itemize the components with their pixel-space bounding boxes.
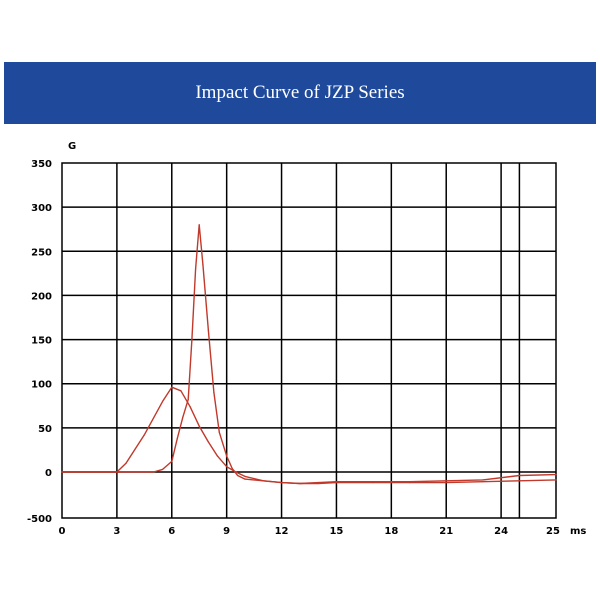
data-point-s2-18 xyxy=(262,480,264,482)
series-lines xyxy=(61,224,557,485)
data-point-s2-21 xyxy=(317,482,319,484)
data-point-s1-11 xyxy=(226,466,228,468)
data-point-s1-7 xyxy=(189,406,191,408)
data-point-s2-4 xyxy=(176,437,178,440)
x-tick-label-25: 25 xyxy=(546,526,560,537)
data-point-s1-10 xyxy=(216,455,219,457)
y-tick-label--500: -500 xyxy=(27,514,52,525)
data-point-s2-25 xyxy=(445,480,447,482)
data-point-s2-23 xyxy=(372,481,374,483)
x-tick-label-18: 18 xyxy=(384,526,398,537)
y-tick-label-350: 350 xyxy=(31,159,52,170)
data-point-s2-13 xyxy=(218,431,220,433)
data-point-s1-8 xyxy=(198,425,200,427)
series-line-2 xyxy=(62,224,557,485)
data-point-s2-17 xyxy=(244,478,246,480)
data-point-s2-5 xyxy=(182,416,184,418)
data-point-s2-3 xyxy=(171,460,173,462)
data-point-s2-20 xyxy=(299,482,301,485)
plot-frame xyxy=(61,162,557,519)
chart-title-banner: Impact Curve of JZP Series xyxy=(4,62,596,124)
data-point-s2-0 xyxy=(61,471,63,473)
x-tick-label-21: 21 xyxy=(439,526,453,537)
data-point-s1-22 xyxy=(482,481,484,483)
data-point-s2-14 xyxy=(226,455,228,457)
data-point-s1-2 xyxy=(125,462,127,464)
x-tick-label-9: 9 xyxy=(223,526,230,537)
y-tick-label-150: 150 xyxy=(31,336,52,347)
x-axis-label: ms xyxy=(570,526,586,537)
data-point-s2-24 xyxy=(409,481,411,483)
data-point-s2-12 xyxy=(213,391,215,394)
x-tick-label-12: 12 xyxy=(275,526,289,537)
x-tick-label-6: 6 xyxy=(168,526,175,537)
data-point-s1-3 xyxy=(143,434,145,436)
data-point-s2-7 xyxy=(191,339,193,341)
data-point-s2-2 xyxy=(162,468,164,470)
grid xyxy=(61,162,557,519)
data-point-s2-28 xyxy=(555,474,557,476)
data-point-s1-6 xyxy=(180,390,182,392)
data-point-s1-13 xyxy=(244,475,246,477)
data-point-s1-24 xyxy=(555,479,557,481)
tick-labels: 0 3 6 9 12 15 18 21 24 25 -500 0 50 100 150 200 250 300 35… xyxy=(27,159,560,537)
data-point-s2-27 xyxy=(518,474,521,477)
data-point-s2-26 xyxy=(482,479,484,481)
series-line-1 xyxy=(62,386,557,485)
data-point-s1-5 xyxy=(171,386,173,388)
data-point-s2-19 xyxy=(281,482,283,484)
y-axis-label: G xyxy=(68,141,76,152)
data-point-s1-21 xyxy=(445,482,447,484)
data-point-s2-16 xyxy=(237,474,239,477)
y-tick-label-50: 50 xyxy=(38,424,52,435)
data-point-s2-22 xyxy=(335,481,337,483)
y-tick-label-200: 200 xyxy=(31,291,52,302)
data-point-s2-9 xyxy=(198,224,200,226)
x-tick-label-24: 24 xyxy=(494,526,508,537)
x-tick-label-3: 3 xyxy=(113,526,120,537)
data-point-s1-23 xyxy=(518,480,521,482)
data-point-s2-8 xyxy=(195,268,197,270)
data-point-s2-11 xyxy=(207,330,209,332)
data-point-s2-10 xyxy=(202,263,204,266)
y-tick-label-0: 0 xyxy=(45,468,52,479)
y-tick-label-250: 250 xyxy=(31,247,52,258)
data-point-s2-15 xyxy=(231,467,233,470)
y-tick-label-300: 300 xyxy=(31,203,52,214)
data-point-s1-4 xyxy=(162,400,164,402)
x-tick-label-15: 15 xyxy=(329,526,343,537)
chart-title: Impact Curve of JZP Series xyxy=(195,82,405,103)
data-point-s1-9 xyxy=(207,441,209,443)
data-point-s2-6 xyxy=(187,399,189,401)
data-point-s2-1 xyxy=(152,471,155,473)
y-tick-label-100: 100 xyxy=(31,380,52,391)
x-tick-label-0: 0 xyxy=(59,526,66,537)
